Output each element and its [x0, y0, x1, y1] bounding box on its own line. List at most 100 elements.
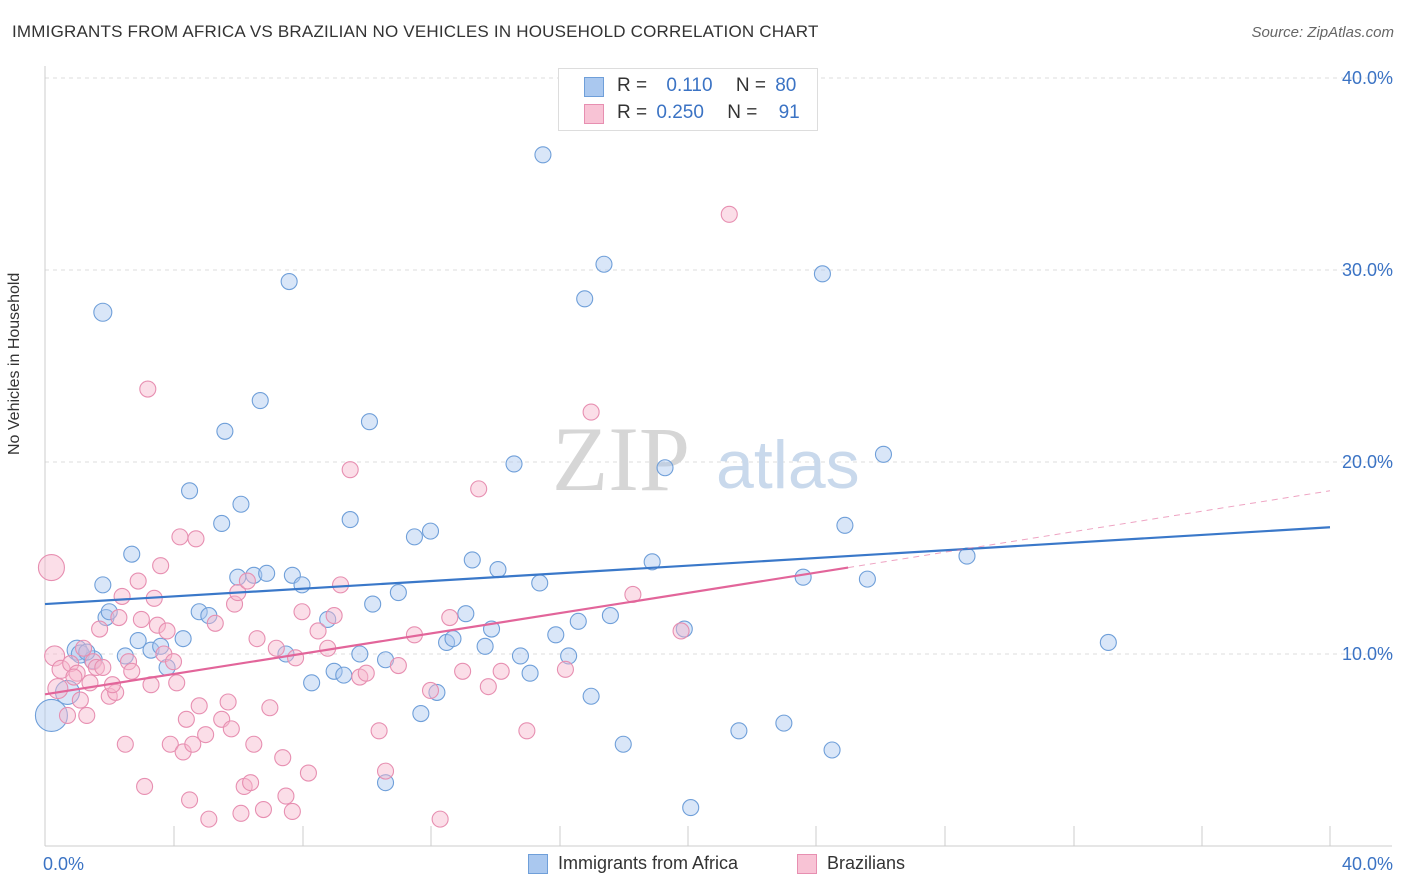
data-point-brazilians	[582, 403, 600, 421]
data-point-africa	[428, 683, 446, 701]
data-point-africa	[511, 647, 530, 665]
data-point-brazilians	[148, 616, 166, 634]
data-point-africa	[505, 455, 523, 473]
data-point-brazilians	[556, 660, 574, 678]
data-point-brazilians	[47, 678, 69, 700]
stats-legend: R = 0.110 N = 80 R = 0.250 N = 91	[558, 68, 818, 131]
data-point-africa	[547, 626, 565, 644]
data-point-brazilians	[206, 614, 224, 632]
data-point-brazilians	[58, 706, 77, 724]
data-point-africa	[142, 641, 160, 659]
data-point-africa	[335, 666, 353, 684]
trend-extension-brazilians	[848, 490, 1331, 569]
data-point-brazilians	[78, 706, 96, 724]
data-point-brazilians	[267, 639, 285, 657]
data-point-africa	[364, 595, 382, 613]
data-point-brazilians	[479, 678, 497, 696]
data-point-brazilians	[132, 610, 150, 628]
data-point-africa	[643, 553, 661, 571]
chart-title: IMMIGRANTS FROM AFRICA VS BRAZILIAN NO V…	[12, 22, 819, 41]
data-point-africa	[531, 574, 549, 592]
data-point-brazilians	[283, 802, 301, 820]
data-point-brazilians	[341, 461, 359, 479]
data-point-brazilians	[119, 653, 138, 671]
legend-label-africa: Immigrants from Africa	[558, 853, 739, 873]
data-point-africa	[245, 566, 263, 584]
legend-swatch-africa	[584, 77, 604, 97]
data-point-africa	[601, 607, 619, 625]
data-point-brazilians	[389, 656, 407, 675]
data-point-africa	[656, 459, 674, 477]
data-point-brazilians	[129, 572, 147, 590]
data-point-africa	[129, 632, 147, 650]
watermark: ZIP atlas	[552, 408, 860, 510]
data-point-brazilians	[171, 528, 189, 546]
data-point-africa	[457, 605, 475, 623]
data-point-africa	[730, 722, 748, 740]
r-label: R =	[617, 102, 648, 123]
r-label: R =	[617, 75, 648, 96]
data-point-africa	[958, 547, 976, 565]
data-point-brazilians	[357, 664, 375, 682]
legend-swatch-africa	[528, 854, 548, 874]
data-point-africa	[1099, 633, 1117, 652]
data-point-africa	[521, 664, 539, 682]
data-point-brazilians	[287, 649, 305, 667]
data-point-brazilians	[164, 653, 183, 671]
trend-lines	[44, 490, 1331, 696]
data-point-africa	[216, 422, 234, 440]
data-point-brazilians	[720, 205, 738, 223]
y-tick-label: 20.0%	[1342, 452, 1393, 472]
data-point-brazilians	[431, 810, 449, 828]
data-point-brazilians	[376, 762, 395, 780]
data-point-africa	[405, 528, 423, 546]
data-point-africa	[213, 514, 231, 532]
trend-line-brazilians	[44, 566, 849, 696]
data-point-brazilians	[123, 662, 141, 680]
x-tick-label: 40.0%	[1342, 854, 1393, 874]
data-point-brazilians	[87, 658, 105, 676]
data-point-africa	[614, 735, 632, 753]
data-point-africa	[93, 302, 113, 322]
data-point-africa	[293, 576, 311, 594]
data-point-brazilians	[62, 655, 80, 673]
data-point-brazilians	[181, 791, 199, 809]
data-point-africa	[576, 290, 594, 308]
data-point-africa	[34, 698, 68, 732]
data-point-africa	[123, 545, 141, 563]
legend-swatch-brazilians	[584, 104, 604, 124]
data-point-brazilians	[325, 607, 343, 625]
y-tick-label: 40.0%	[1342, 68, 1393, 88]
y-tick-label: 30.0%	[1342, 260, 1393, 280]
y-tick-label: 10.0%	[1342, 644, 1393, 664]
data-point-brazilians	[158, 622, 176, 640]
data-point-africa	[560, 647, 578, 665]
data-point-brazilians	[200, 810, 218, 828]
data-point-brazilians	[245, 735, 263, 753]
data-point-brazilians	[254, 800, 273, 819]
data-point-brazilians	[248, 630, 266, 648]
data-point-brazilians	[261, 699, 279, 717]
data-point-brazilians	[184, 735, 202, 753]
legend-label-brazilians: Brazilians	[827, 853, 906, 873]
watermark-zip: ZIP	[552, 408, 690, 510]
data-point-africa	[823, 741, 841, 759]
data-point-africa	[232, 495, 250, 513]
data-point-africa	[258, 564, 276, 582]
data-point-africa	[325, 662, 343, 680]
data-point-africa	[181, 482, 199, 500]
data-point-brazilians	[232, 804, 250, 822]
data-point-brazilians	[222, 720, 240, 738]
data-point-brazilians	[113, 587, 131, 605]
data-point-africa	[595, 255, 613, 273]
data-point-africa	[360, 413, 379, 431]
data-point-africa	[190, 603, 208, 621]
tick-labels: 10.0% 20.0% 30.0% 40.0% 0.0% 40.0%	[43, 68, 1393, 874]
data-point-brazilians	[168, 674, 186, 692]
data-point-brazilians	[331, 576, 350, 594]
data-point-brazilians	[219, 693, 237, 711]
data-point-africa	[174, 630, 192, 648]
n-label: N =	[727, 102, 758, 123]
data-point-brazilians	[116, 735, 134, 753]
data-point-africa	[582, 687, 600, 705]
